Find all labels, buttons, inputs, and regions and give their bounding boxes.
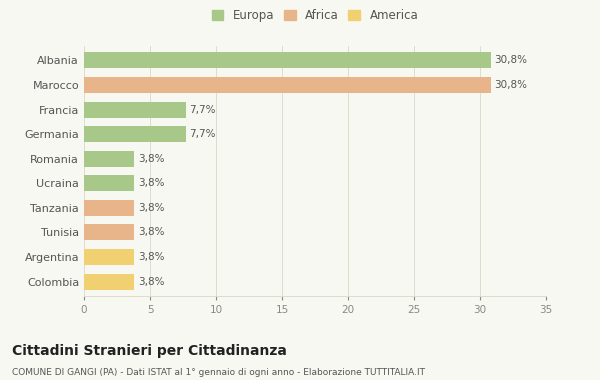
Text: 3,8%: 3,8% bbox=[138, 154, 164, 164]
Bar bbox=[84, 249, 134, 265]
Text: 3,8%: 3,8% bbox=[138, 203, 164, 213]
Text: 3,8%: 3,8% bbox=[138, 277, 164, 287]
Bar bbox=[84, 101, 185, 117]
Text: 7,7%: 7,7% bbox=[190, 129, 216, 139]
Bar bbox=[84, 126, 185, 142]
Bar bbox=[84, 200, 134, 216]
Text: Cittadini Stranieri per Cittadinanza: Cittadini Stranieri per Cittadinanza bbox=[12, 344, 287, 358]
Text: 30,8%: 30,8% bbox=[494, 80, 527, 90]
Bar bbox=[84, 77, 491, 93]
Bar bbox=[84, 274, 134, 290]
Bar bbox=[84, 225, 134, 241]
Text: 7,7%: 7,7% bbox=[190, 105, 216, 114]
Text: 3,8%: 3,8% bbox=[138, 228, 164, 238]
Text: 3,8%: 3,8% bbox=[138, 252, 164, 262]
Bar bbox=[84, 52, 491, 68]
Bar bbox=[84, 175, 134, 191]
Bar bbox=[84, 151, 134, 167]
Text: 3,8%: 3,8% bbox=[138, 178, 164, 188]
Text: 30,8%: 30,8% bbox=[494, 55, 527, 65]
Text: COMUNE DI GANGI (PA) - Dati ISTAT al 1° gennaio di ogni anno - Elaborazione TUTT: COMUNE DI GANGI (PA) - Dati ISTAT al 1° … bbox=[12, 368, 425, 377]
Legend: Europa, Africa, America: Europa, Africa, America bbox=[209, 6, 421, 24]
